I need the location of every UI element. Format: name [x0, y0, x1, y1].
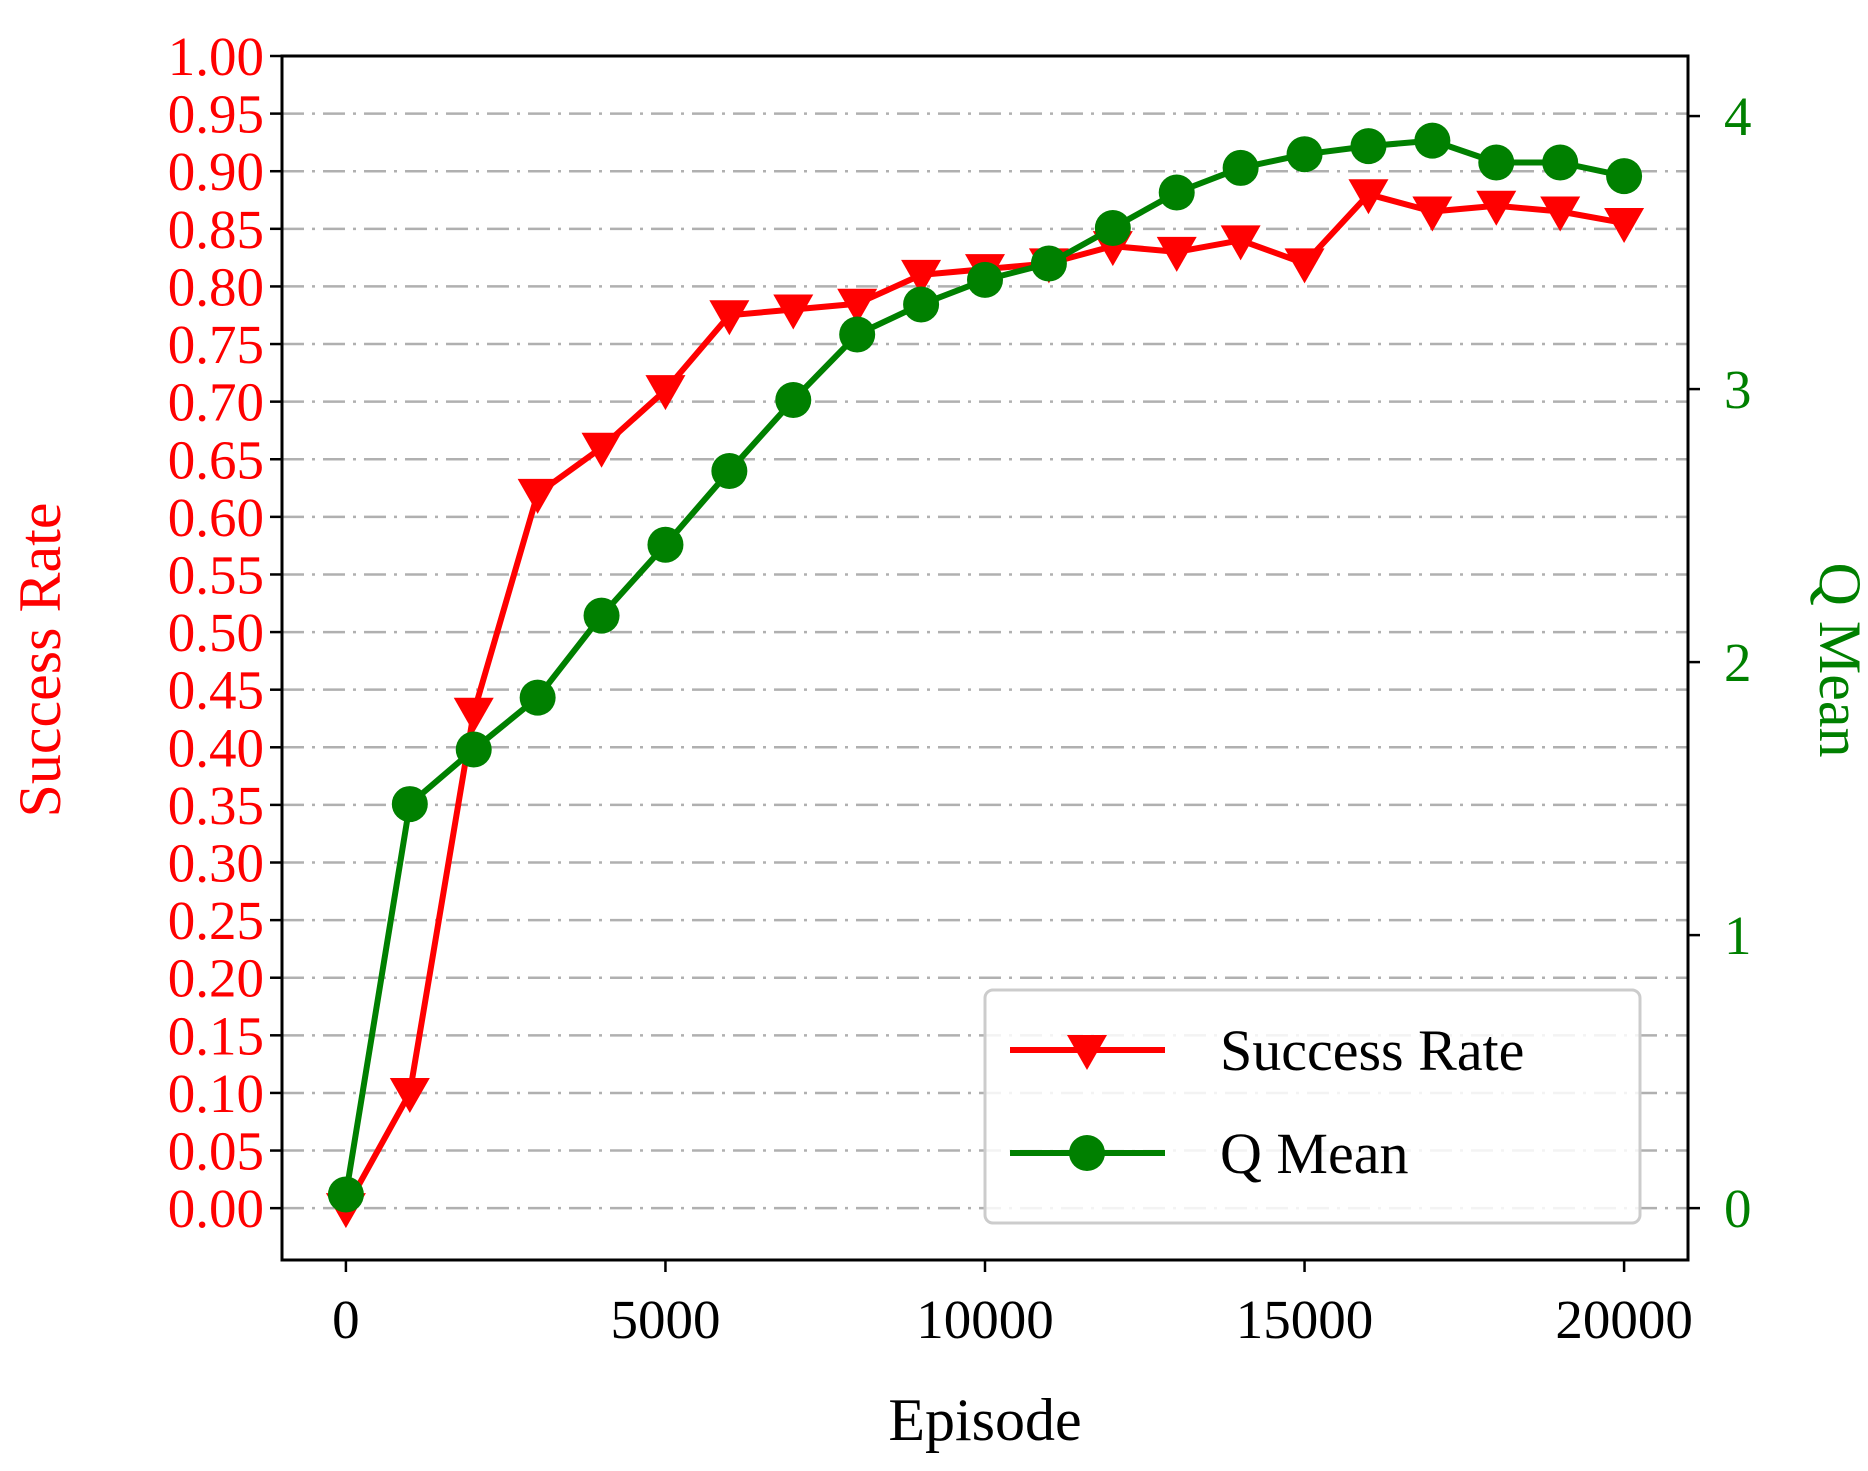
left-tick-label: 0.45 [168, 660, 264, 721]
x-tick-label: 10000 [916, 1289, 1054, 1350]
left-tick-label: 0.75 [168, 314, 264, 375]
point-q-mean [647, 526, 684, 563]
x-tick-label: 20000 [1555, 1289, 1693, 1350]
point-q-mean [1030, 245, 1067, 282]
left-tick-label: 0.10 [168, 1063, 264, 1124]
point-q-mean [519, 679, 556, 716]
left-tick-label: 0.20 [168, 948, 264, 1009]
point-q-mean [1286, 136, 1323, 173]
point-success-rate [453, 697, 494, 733]
series-layer [325, 122, 1645, 1229]
point-q-mean [1222, 149, 1259, 186]
left-tick-label: 0.50 [168, 602, 264, 663]
left-tick-label: 0.05 [168, 1121, 264, 1182]
point-q-mean [903, 286, 940, 323]
left-tick-label: 0.95 [168, 84, 264, 145]
x-axis-title: Episode [888, 1387, 1081, 1453]
left-tick-label: 0.00 [168, 1178, 264, 1239]
point-q-mean [775, 382, 812, 418]
legend: Success Rate Q Mean [983, 988, 1642, 1225]
point-q-mean [327, 1176, 364, 1213]
left-tick-label: 1.00 [168, 26, 264, 87]
left-tick-label: 0.60 [168, 487, 264, 548]
right-tick-label: 2 [1724, 632, 1752, 693]
point-success-rate [517, 478, 558, 514]
point-success-rate [1540, 196, 1581, 232]
left-axis-title: Success Rate [7, 503, 73, 818]
point-success-rate [1348, 179, 1389, 215]
left-tick-label: 0.85 [168, 199, 264, 260]
right-tick-label: 1 [1724, 905, 1752, 966]
left-tick-label: 0.55 [168, 544, 264, 605]
point-q-mean [839, 316, 876, 353]
point-success-rate [1284, 248, 1325, 284]
point-q-mean [1478, 144, 1515, 181]
left-tick-label: 0.25 [168, 890, 264, 951]
legend-marker-success-rate [1067, 1035, 1107, 1070]
point-q-mean [1542, 144, 1579, 181]
left-tick-label: 0.40 [168, 717, 264, 778]
axis-ticks: 0.000.050.100.150.200.250.300.350.400.45… [168, 26, 1752, 1350]
legend-label-success-rate: Success Rate [1220, 1018, 1524, 1083]
left-tick-label: 0.65 [168, 429, 264, 490]
right-axis-title: Q Mean [1807, 563, 1868, 758]
right-tick-label: 3 [1724, 359, 1752, 420]
point-q-mean [1158, 174, 1195, 211]
point-success-rate [1604, 208, 1645, 244]
point-success-rate [709, 300, 750, 336]
point-success-rate [1220, 225, 1261, 261]
point-success-rate [1476, 190, 1517, 226]
left-tick-label: 0.15 [168, 1005, 264, 1066]
point-q-mean [711, 452, 748, 489]
right-tick-label: 0 [1724, 1178, 1752, 1239]
legend-label-q-mean: Q Mean [1220, 1121, 1408, 1186]
x-tick-label: 15000 [1236, 1289, 1374, 1350]
point-success-rate [901, 259, 942, 295]
point-success-rate [1412, 196, 1453, 232]
point-q-mean [1414, 122, 1451, 159]
point-q-mean [455, 731, 492, 768]
left-tick-label: 0.90 [168, 141, 264, 202]
left-tick-label: 0.30 [168, 833, 264, 894]
point-success-rate [1156, 236, 1197, 272]
left-tick-label: 0.35 [168, 775, 264, 836]
point-success-rate [773, 294, 814, 330]
left-tick-label: 0.80 [168, 256, 264, 317]
point-q-mean [1350, 128, 1387, 165]
point-q-mean [1606, 158, 1643, 195]
point-q-mean [1094, 210, 1131, 246]
point-success-rate [581, 432, 622, 468]
point-success-rate [645, 375, 686, 411]
point-q-mean [391, 786, 428, 823]
x-tick-label: 0 [332, 1289, 360, 1350]
point-success-rate [837, 288, 878, 324]
point-q-mean [583, 597, 620, 634]
point-success-rate [389, 1077, 430, 1113]
point-q-mean [967, 261, 1003, 298]
left-tick-label: 0.70 [168, 372, 264, 433]
legend-marker-q-mean [1069, 1135, 1105, 1171]
x-tick-label: 5000 [610, 1289, 720, 1350]
right-tick-label: 4 [1724, 86, 1752, 147]
